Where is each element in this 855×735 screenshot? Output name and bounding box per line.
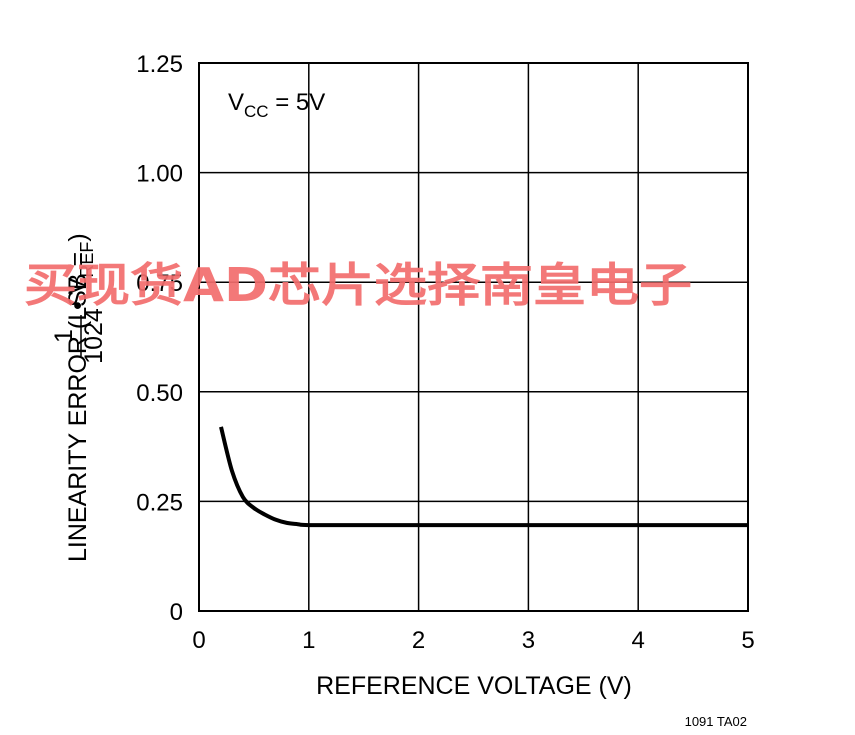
y-axis-label-tail: • V	[64, 277, 92, 310]
y-axis-label-frac-den: 1024	[80, 308, 108, 364]
y-axis-label-frac-num: 1	[50, 329, 78, 343]
x-tick-label: 2	[412, 627, 425, 654]
y-tick-labels: 0 0.25 0.50 0.75 1.00 1.25	[136, 51, 183, 626]
y-tick-label: 1.25	[136, 51, 183, 78]
watermark: 买现货AD芯片选择南皇电子	[24, 258, 692, 312]
svg-text:1: 1	[50, 329, 78, 343]
y-axis-label-close: )	[64, 233, 92, 241]
plot-frame	[198, 62, 749, 612]
figure-code: 1091 TA02	[685, 714, 747, 729]
series-layer	[219, 426, 748, 528]
grid	[198, 62, 749, 612]
series-line	[219, 426, 748, 528]
y-tick-label: 0.25	[136, 489, 183, 516]
y-tick-label: 0	[170, 599, 183, 626]
vcc-annotation-sub: CC	[244, 102, 269, 121]
y-axis-label: LINEARITY ERROR (LSB = 1 1024 • VREF)	[50, 233, 108, 562]
x-tick-labels: 0 1 2 3 4 5	[192, 627, 754, 654]
x-tick-label: 3	[522, 627, 535, 654]
y-axis-label-main: LINEARITY ERROR (LSB =	[64, 252, 92, 562]
svg-text:LINEARITY ERROR (LSB =: LINEARITY ERROR (LSB =	[64, 252, 92, 562]
y-tick-label: 0.75	[136, 270, 183, 297]
x-tick-label: 4	[632, 627, 645, 654]
x-tick-label: 0	[192, 627, 205, 654]
y-axis-label-tail-sub: REF	[77, 242, 97, 278]
y-tick-label: 1.00	[136, 161, 183, 188]
x-tick-label: 1	[302, 627, 315, 654]
vcc-annotation: VCC = 5V	[228, 89, 325, 121]
x-axis-label: REFERENCE VOLTAGE (V)	[316, 672, 632, 700]
vcc-annotation-rest: = 5V	[269, 89, 326, 116]
vcc-annotation-base: V	[228, 89, 244, 116]
x-tick-label: 5	[741, 627, 754, 654]
svg-text:• VREF): • VREF)	[64, 233, 97, 310]
y-tick-label: 0.50	[136, 380, 183, 407]
svg-text:1024: 1024	[80, 308, 108, 364]
